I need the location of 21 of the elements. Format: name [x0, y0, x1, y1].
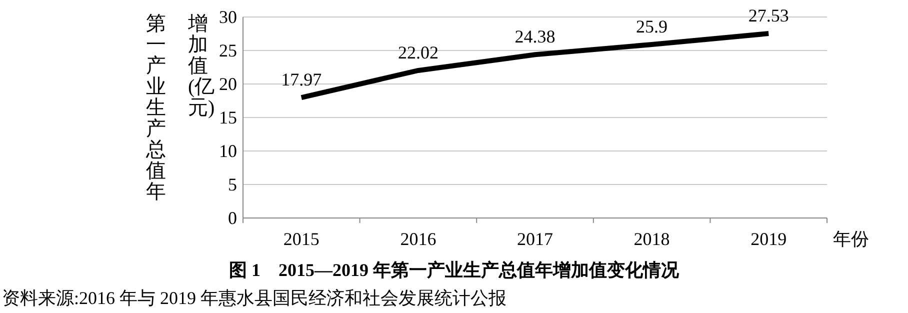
x-tick-label: 2015	[283, 229, 320, 249]
x-tick-label: 2016	[400, 229, 436, 249]
data-label: 22.02	[398, 42, 438, 62]
data-label: 27.53	[748, 6, 789, 26]
y-tick-label: 10	[219, 141, 237, 161]
y-tick-label: 25	[219, 40, 237, 60]
data-label: 17.97	[281, 70, 322, 90]
y-tick-label: 0	[228, 208, 237, 228]
text: 资料来源:2016 年与 2019 年惠水县国民经济和社会发展统计公报	[2, 288, 507, 308]
x-tick-label: 2017	[517, 229, 553, 249]
data-label: 25.9	[636, 16, 668, 36]
y-tick-label: 20	[219, 74, 237, 94]
y-tick-label: 30	[219, 7, 237, 27]
text: 图 1 2015—2019 年第一产业生产总值年增加值变化情况	[229, 260, 680, 280]
y-tick-label: 15	[219, 108, 237, 128]
y-tick-label: 5	[228, 174, 237, 194]
data-label: 24.38	[514, 26, 556, 47]
x-tick-label: 2019	[750, 229, 787, 249]
x-tick-label: 2018	[634, 229, 670, 249]
text: 第一产业生产总值年增加值(亿元)	[146, 13, 215, 203]
x-axis-title: 年份	[833, 229, 869, 249]
